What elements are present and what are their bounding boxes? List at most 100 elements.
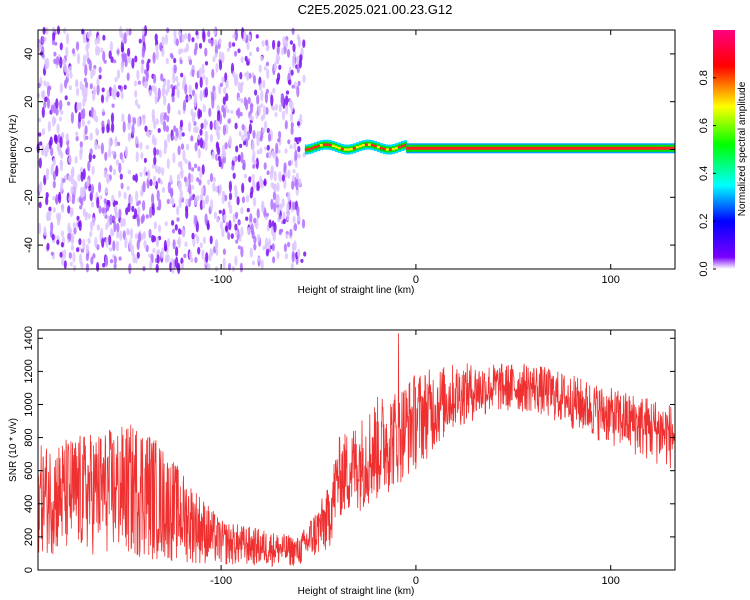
noise-cell [149, 260, 153, 270]
noise-cell [101, 87, 105, 93]
noise-cell [98, 205, 102, 214]
noise-cell [194, 163, 198, 169]
noise-cell [291, 27, 295, 35]
noise-cell [208, 253, 212, 262]
noise-cell [142, 200, 146, 211]
noise-cell [239, 83, 243, 93]
noise-cell [292, 43, 296, 52]
noise-cell [43, 174, 47, 186]
noise-cell [113, 84, 117, 96]
noise-cell [70, 244, 74, 251]
noise-cell [65, 46, 69, 58]
noise-cell [270, 182, 274, 188]
noise-cell [193, 112, 197, 118]
noise-cell [217, 155, 221, 162]
noise-cell [151, 206, 155, 216]
noise-cell [190, 108, 194, 117]
noise-cell [284, 172, 288, 179]
noise-cell [219, 221, 224, 230]
noise-cell [44, 150, 48, 158]
noise-cell [90, 201, 95, 208]
noise-cell [253, 243, 257, 251]
noise-cell [235, 239, 239, 244]
noise-cell [92, 85, 96, 97]
colorbar-tick-label: 0.2 [698, 214, 710, 229]
noise-cell [240, 246, 244, 258]
noise-cell [296, 64, 300, 74]
signal-cell [337, 146, 342, 150]
noise-cell [134, 233, 139, 240]
noise-cell [117, 141, 121, 146]
noise-cell [234, 75, 238, 87]
noise-cell [249, 102, 254, 114]
noise-cell [94, 236, 98, 248]
noise-cell [136, 201, 140, 207]
noise-cell [85, 263, 89, 273]
noise-cell [200, 122, 204, 130]
noise-cell [143, 81, 147, 88]
noise-cell [66, 32, 70, 45]
noise-cell [176, 205, 180, 216]
noise-cell [110, 56, 114, 63]
noise-cell [41, 147, 45, 156]
noise-cell [232, 213, 236, 224]
noise-cell [183, 176, 187, 183]
noise-cell [218, 184, 222, 194]
colorbar: 0.0 0.2 0.4 0.6 0.8 Normalized spectral ampl… [698, 30, 748, 277]
noise-cell [60, 110, 64, 116]
y-tick-label: 0 [23, 567, 35, 573]
spectrogram-y-axis-label: Frequency (Hz) [8, 115, 19, 184]
noise-cell [142, 114, 146, 126]
noise-cell [265, 212, 269, 217]
noise-cell [222, 124, 226, 136]
noise-cell [115, 244, 119, 252]
noise-cell [263, 66, 267, 71]
noise-cell [72, 251, 76, 263]
noise-cell [87, 120, 91, 125]
noise-cell [218, 160, 222, 168]
noise-cell [87, 237, 91, 245]
noise-cell [53, 58, 57, 65]
noise-cell [253, 160, 257, 165]
noise-cell [213, 90, 217, 101]
noise-cell [108, 50, 112, 59]
y-tick-label: -40 [23, 237, 35, 253]
noise-cell [181, 228, 185, 238]
noise-cell [205, 195, 209, 205]
noise-cell [173, 64, 177, 74]
noise-cell [56, 123, 60, 134]
noise-cell [303, 251, 307, 257]
noise-cell [39, 141, 43, 146]
y-tick-label: 400 [23, 495, 35, 513]
signal-cell [379, 147, 384, 150]
noise-cell [61, 132, 65, 138]
noise-cell [257, 104, 261, 115]
noise-cell [247, 97, 251, 104]
noise-cell [297, 248, 301, 259]
noise-cell [119, 152, 123, 160]
noise-cell [127, 132, 131, 142]
noise-cell [297, 80, 301, 87]
noise-cell [109, 41, 113, 52]
noise-cell [108, 234, 112, 246]
noise-cell [140, 189, 144, 197]
noise-cell [293, 142, 297, 150]
noise-cell [143, 157, 147, 164]
noise-cell [302, 39, 306, 48]
noise-cell [287, 79, 292, 85]
noise-cell [89, 83, 93, 90]
noise-cell [55, 165, 59, 177]
noise-cell [59, 251, 63, 258]
noise-cell [63, 249, 67, 260]
noise-cell [202, 199, 206, 209]
y-tick-label: 1000 [23, 392, 35, 416]
snr-x-axis-label: Height of straight line (km) [298, 586, 415, 597]
noise-cell [59, 136, 63, 149]
noise-cell [191, 37, 195, 43]
noise-cell [68, 174, 72, 182]
noise-cell [89, 231, 93, 238]
noise-cell [163, 115, 167, 121]
noise-cell [166, 115, 170, 123]
noise-cell [76, 102, 80, 112]
noise-cell [68, 195, 72, 202]
